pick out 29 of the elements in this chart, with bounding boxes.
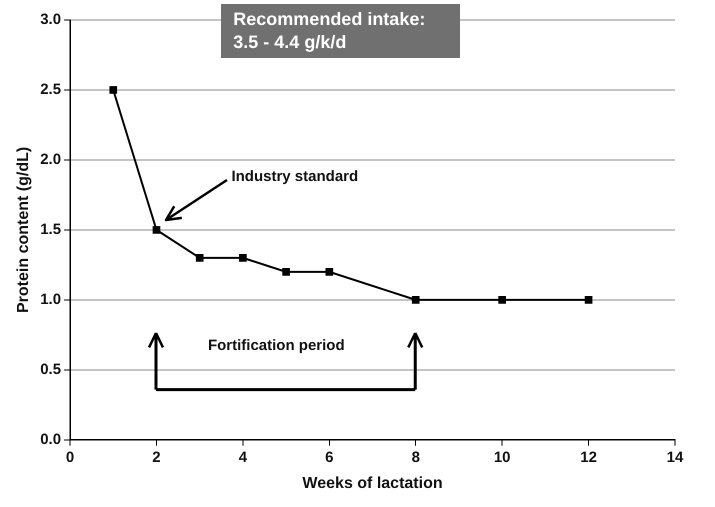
y-tick-label: 3.0	[40, 11, 62, 28]
point	[325, 268, 334, 276]
x-tick-label: 6	[325, 448, 334, 466]
x-tick-label: 14	[666, 448, 684, 466]
point	[584, 296, 592, 304]
point	[498, 296, 506, 304]
y-tick-label: 2.0	[40, 151, 62, 168]
y-tick-label: 1.5	[40, 221, 62, 238]
point	[152, 226, 160, 234]
y-tick-label: 0.0	[40, 430, 62, 448]
point	[282, 268, 290, 276]
x-tick-label: 12	[580, 448, 597, 466]
y-tick-label: 1.0	[40, 291, 62, 308]
point	[239, 254, 247, 262]
annotation: Industry standard	[231, 168, 358, 185]
y-axis-title: Protein content (g/dL)	[15, 146, 32, 313]
x-tick-label: 10	[494, 448, 510, 466]
x-tick-label: 8	[412, 448, 420, 466]
x-tick-label: 2	[152, 448, 161, 466]
y-tick-label: 2.5	[40, 81, 62, 98]
annotation: Recommended intake: 3.5 - 4.4 g/k/d	[221, 4, 460, 58]
x-axis-title: Weeks of lactation	[302, 474, 443, 492]
x-tick-label: 4	[238, 448, 248, 466]
point	[196, 254, 204, 262]
annotation: Fortification period	[208, 336, 345, 354]
x-tick-label: 0	[66, 448, 74, 466]
y-tick-label: 0.5	[40, 360, 62, 378]
point	[412, 296, 420, 304]
point	[109, 86, 118, 94]
